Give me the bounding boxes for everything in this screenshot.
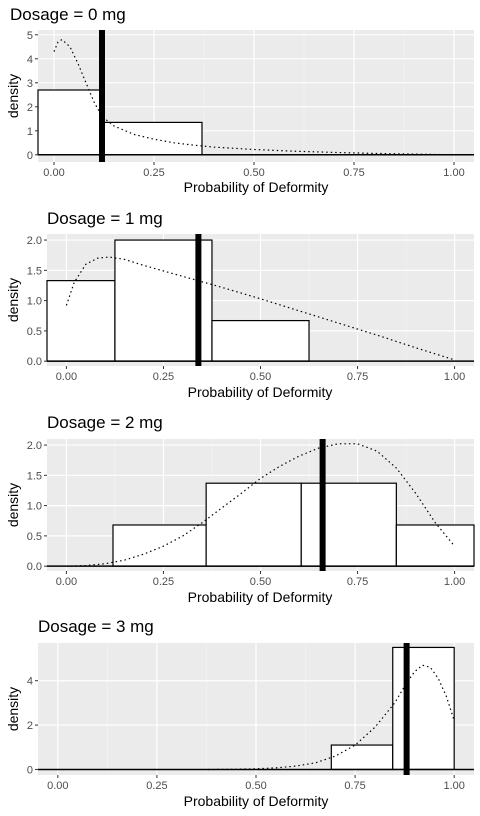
x-tick-label: 0.00 [56, 371, 77, 383]
x-tick-label: 0.00 [43, 167, 64, 179]
histogram-bar [37, 89, 103, 156]
y-tick-label: 4 [27, 54, 33, 66]
histogram-bar [211, 319, 310, 362]
x-axis-title: Probability of Deformity [184, 179, 329, 195]
density-curve [53, 38, 455, 156]
x-tick-label: 0.00 [56, 576, 77, 588]
x-tick-label: 0.50 [245, 780, 266, 792]
panel-title: Dosage = 3 mg [38, 617, 154, 636]
y-tick-label: 2 [27, 102, 33, 114]
x-axis-title: Probability of Deformity [184, 793, 329, 809]
y-tick-label: 1 [27, 126, 33, 138]
x-tick-label: 0.75 [347, 371, 368, 383]
y-tick-label: 0.5 [27, 326, 42, 338]
y-tick-label: 0 [27, 150, 33, 162]
x-tick-label: 0.50 [243, 167, 264, 179]
panel-title: Dosage = 1 mg [47, 209, 163, 228]
histogram-bar [392, 646, 455, 771]
histogram-bar [112, 524, 207, 567]
histogram-bar [205, 482, 302, 567]
x-axis-title: Probability of Deformity [188, 384, 333, 400]
panel-title: Dosage = 2 mg [47, 413, 163, 432]
y-axis-title: density [5, 278, 21, 322]
y-tick-label: 2 [27, 720, 33, 732]
x-tick-label: 0.25 [153, 576, 174, 588]
x-tick-label: 0.75 [347, 576, 368, 588]
axis-ticks: 0.00 0.25 0.50 0.75 1.00 0 2 4 [27, 676, 465, 792]
y-tick-label: 1.0 [27, 501, 42, 513]
y-tick-label: 3 [27, 78, 33, 90]
panel-dosage-2: Dosage = 2 mg 0.00 0.25 0.50 0.75 1.00 0.0 0.5… [5, 413, 475, 605]
panel-dosage-3: Dosage = 3 mg 0.00 0.25 0.50 0.75 1.00 0 2 4 Pr… [5, 617, 474, 809]
panel-dosage-1: Dosage = 1 mg 0.00 0.25 0.50 0.75 1.00 0.0 0.5… [5, 209, 474, 400]
y-tick-label: 1.5 [27, 470, 42, 482]
histogram-bar [395, 524, 475, 567]
y-tick-label: 1.0 [27, 296, 42, 308]
density-curve [65, 256, 455, 361]
histogram-bars [112, 482, 475, 567]
x-tick-label: 0.75 [343, 167, 364, 179]
y-tick-label: 0.0 [27, 356, 42, 368]
axis-ticks: 0.00 0.25 0.50 0.75 1.00 0 1 2 3 4 5 [27, 30, 465, 179]
histogram-bar [46, 280, 116, 362]
panel-title: Dosage = 0 mg [10, 5, 126, 24]
x-tick-label: 0.50 [250, 371, 271, 383]
y-tick-label: 0 [27, 764, 33, 776]
x-tick-label: 1.00 [443, 167, 464, 179]
y-axis-title: density [5, 687, 21, 731]
x-tick-label: 1.00 [444, 576, 465, 588]
x-tick-label: 0.00 [47, 780, 68, 792]
x-tick-label: 0.25 [153, 371, 174, 383]
y-tick-label: 5 [27, 30, 33, 42]
histogram-bar [330, 744, 394, 771]
histogram-bars [330, 646, 455, 771]
y-tick-label: 2.0 [27, 440, 42, 452]
y-tick-label: 0.5 [27, 531, 42, 543]
x-tick-label: 0.50 [250, 576, 271, 588]
x-tick-label: 0.25 [146, 780, 167, 792]
histogram-bars [37, 89, 203, 156]
panel-dosage-0: Dosage = 0 mg 0.00 0.25 0.50 0.75 1.00 0 1 2 3 4 5… [5, 5, 474, 195]
y-tick-label: 0.0 [27, 561, 42, 573]
x-tick-label: 1.00 [444, 371, 465, 383]
x-tick-label: 1.00 [443, 780, 464, 792]
y-tick-label: 2.0 [27, 235, 42, 247]
x-tick-label: 0.25 [143, 167, 164, 179]
x-axis-title: Probability of Deformity [188, 589, 333, 605]
histogram-bar [300, 482, 397, 567]
axis-ticks: 0.00 0.25 0.50 0.75 1.00 0.0 0.5 1.0 1.5 2.0 [27, 440, 466, 588]
y-axis-title: density [5, 74, 21, 118]
y-tick-label: 4 [27, 676, 33, 688]
axis-ticks: 0.00 0.25 0.50 0.75 1.00 0.0 0.5 1.0 1.5 2.0 [27, 235, 466, 383]
x-tick-label: 0.75 [344, 780, 365, 792]
y-axis-title: density [5, 483, 21, 527]
y-tick-label: 1.5 [27, 265, 42, 277]
